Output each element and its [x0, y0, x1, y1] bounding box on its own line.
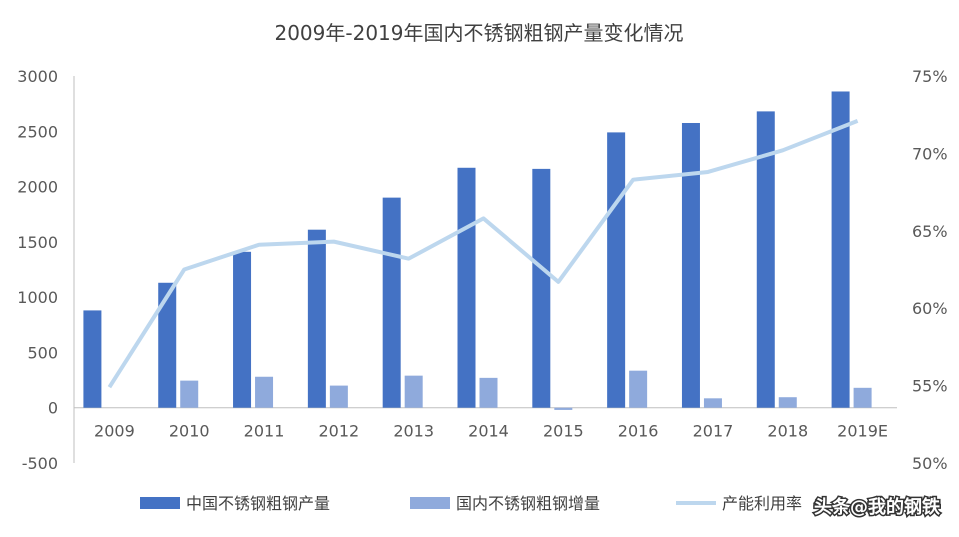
legend-label: 中国不锈钢粗钢产量: [186, 494, 330, 513]
chart-title: 2009年-2019年国内不锈钢粗钢产量变化情况: [274, 21, 683, 45]
x-axis-tick-label: 2010: [169, 422, 210, 441]
bar-production: [756, 111, 775, 408]
legend-label: 国内不锈钢粗钢增量: [456, 494, 600, 513]
x-axis-tick-label: 2011: [244, 422, 285, 441]
bar-production: [457, 167, 476, 408]
x-axis-tick-label: 2013: [393, 422, 434, 441]
x-axis-tick-label: 2019E: [837, 422, 888, 441]
x-axis-tick-label: 2016: [618, 422, 659, 441]
bar-production: [158, 282, 177, 408]
bar-increase: [703, 398, 722, 408]
right-axis-tick-label: 60%: [912, 299, 948, 318]
bar-increase: [255, 376, 274, 408]
left-axis-tick-label: 2000: [17, 178, 58, 197]
bar-production: [83, 310, 102, 408]
line-series-group: [107, 119, 859, 389]
right-axis-tick-label: 50%: [912, 454, 948, 473]
left-axis-tick-label: -500: [22, 454, 58, 473]
line-capacity-utilization: [107, 119, 859, 389]
x-axis-tick-label: 2009: [94, 422, 135, 441]
left-axis-tick-label: 2500: [17, 122, 58, 141]
x-axis-tick-label: 2014: [468, 422, 509, 441]
left-axis-tick-label: 1000: [17, 288, 58, 307]
bar-production: [532, 168, 551, 408]
right-axis-tick-label: 55%: [912, 377, 948, 396]
bars-group: [83, 91, 872, 410]
bar-increase: [853, 387, 872, 408]
x-axis-tick-label: 2015: [543, 422, 584, 441]
x-axis-tick-label: 2018: [767, 422, 808, 441]
left-axis-tick-label: 1500: [17, 233, 58, 252]
bar-increase: [180, 380, 199, 408]
right-y-axis: 75% 70% 65% 60% 55% 50%: [912, 67, 948, 473]
bar-production: [831, 91, 850, 408]
bar-increase: [629, 370, 648, 408]
bar-production: [233, 251, 252, 408]
bar-production: [382, 197, 401, 408]
bar-increase: [778, 397, 797, 408]
bar-increase: [554, 407, 573, 410]
x-axis-tick-label: 2012: [319, 422, 360, 441]
left-axis-tick-label: 3000: [17, 67, 58, 86]
x-axis-tick-label: 2017: [693, 422, 734, 441]
right-axis-tick-label: 75%: [912, 67, 948, 86]
bar-increase: [404, 375, 423, 408]
left-axis-tick-label: 0: [48, 399, 58, 418]
legend-swatch: [410, 497, 450, 509]
right-axis-tick-label: 70%: [912, 144, 948, 163]
bar-increase: [479, 377, 498, 408]
legend: 中国不锈钢粗钢产量 国内不锈钢粗钢增量 产能利用率: [140, 494, 802, 513]
legend-label: 产能利用率: [722, 494, 802, 513]
bar-increase: [329, 385, 348, 408]
x-axis: 2009 2010 2011 2012 2013 2014 2015 2016 2017 2018…: [74, 407, 897, 441]
right-axis-tick-label: 65%: [912, 222, 948, 241]
bar-production: [307, 229, 326, 408]
bar-production: [681, 122, 700, 408]
left-axis-tick-label: 500: [27, 343, 58, 362]
bar-production: [607, 132, 626, 408]
watermark-text: 头条@我的钢铁: [814, 496, 940, 518]
legend-swatch: [140, 497, 180, 509]
left-y-axis: 3000 2500 2000 1500 1000 500 0 -500: [17, 67, 75, 473]
